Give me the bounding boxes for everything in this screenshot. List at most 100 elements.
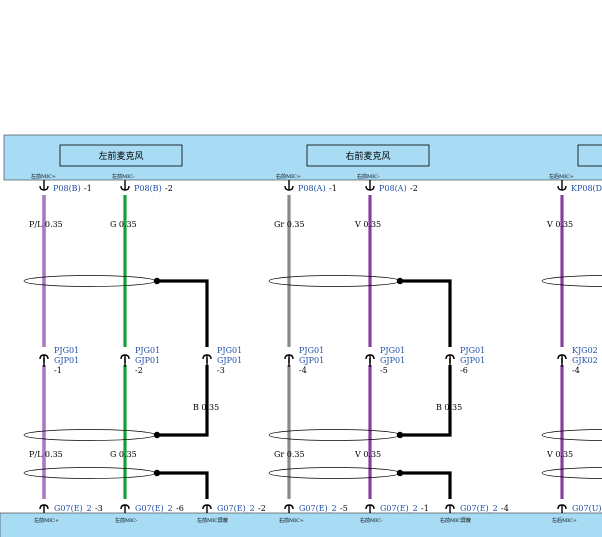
top-signal-label: 左前MIC+ bbox=[31, 173, 56, 180]
connector-symbol[interactable] bbox=[365, 504, 375, 513]
shield-oval bbox=[268, 467, 401, 479]
connector-symbol[interactable] bbox=[39, 180, 49, 191]
wire-spec-label-bottom: P/L 0.35 bbox=[29, 450, 63, 459]
mid-pin-number: -4 bbox=[572, 366, 580, 375]
shield-oval bbox=[23, 275, 156, 287]
bottom-pin-number: -5 bbox=[340, 504, 348, 513]
mid-connector-id-1: PJG01 bbox=[217, 346, 242, 355]
mid-pin-number: -3 bbox=[217, 366, 225, 375]
connector-symbol[interactable] bbox=[557, 504, 567, 513]
top-pin-number: -2 bbox=[165, 184, 173, 193]
bottom-signal-label: 左前MIC+ bbox=[34, 517, 59, 524]
top-connector-id: KP08(D bbox=[571, 184, 602, 193]
connector-symbol[interactable] bbox=[365, 180, 375, 191]
bottom-signal-label: 左前MIC- bbox=[115, 517, 138, 524]
bottom-connector-id: G07(E)_2 bbox=[217, 504, 255, 513]
mid-connector-id-1: PJG01 bbox=[380, 346, 405, 355]
shield-oval bbox=[541, 467, 602, 479]
shield-oval bbox=[268, 429, 401, 441]
bottom-pin-number: -6 bbox=[176, 504, 184, 513]
shield-junction-dot bbox=[153, 277, 161, 285]
mid-pin-number: -4 bbox=[299, 366, 307, 375]
bottom-signal-label: 右前MIC+ bbox=[279, 517, 304, 524]
top-signal-label: 左前MIC- bbox=[112, 173, 135, 180]
shield-groups bbox=[23, 275, 602, 479]
mid-connector-id-2: GJP01 bbox=[460, 356, 485, 365]
bottom-connector-id: G07(E)_2 bbox=[135, 504, 173, 513]
wire-spec-label: G 0.35 bbox=[110, 220, 137, 229]
top-pin-number: -1 bbox=[84, 184, 92, 193]
connector-symbol[interactable] bbox=[39, 504, 49, 513]
shield-oval bbox=[268, 275, 401, 287]
shield-oval bbox=[541, 275, 602, 287]
connector-symbol[interactable] bbox=[445, 504, 455, 513]
bottom-pin-number: -1 bbox=[421, 504, 429, 513]
top-signal-label: 右前MIC+ bbox=[276, 173, 301, 180]
mid-connector-id-2: GJP01 bbox=[217, 356, 242, 365]
mid-connector-id-1: KJG02 bbox=[572, 346, 598, 355]
bottom-connector-id: G07(E)_2 bbox=[460, 504, 498, 513]
wire-spec-label-bottom: G 0.35 bbox=[110, 450, 137, 459]
bottom-connector-id: G07(U)_ bbox=[572, 504, 602, 513]
connector-symbol[interactable] bbox=[557, 180, 567, 191]
top-pin-number: -2 bbox=[410, 184, 418, 193]
shield-drain-wire[interactable] bbox=[157, 279, 209, 347]
mid-connector-id-2: GJP01 bbox=[135, 356, 160, 365]
bottom-signal-label: 左前MIC屏蔽 bbox=[197, 517, 228, 524]
top-connector-id: P08(B) bbox=[134, 184, 162, 193]
bottom-signal-label: 右前MIC屏蔽 bbox=[440, 517, 471, 524]
connector-symbol[interactable] bbox=[202, 504, 212, 513]
component-label: 左前麦克风 bbox=[98, 150, 143, 162]
shield-drain-wire[interactable] bbox=[400, 471, 452, 499]
shield-oval bbox=[23, 467, 156, 479]
shield-drain-wire[interactable] bbox=[157, 471, 209, 499]
mid-pin-number: -2 bbox=[135, 366, 143, 375]
bottom-connector-id: G07(E)_2 bbox=[380, 504, 418, 513]
mid-connector-id-2: GJK02 bbox=[572, 356, 598, 365]
top-connector-id: P08(A) bbox=[379, 184, 407, 193]
shield-oval bbox=[541, 429, 602, 441]
wire-spec-label: B 0.35 bbox=[193, 403, 219, 412]
mid-connector-id-2: GJP01 bbox=[299, 356, 324, 365]
bottom-connector-band bbox=[0, 512, 602, 537]
bottom-signal-label: 左后MIC+ bbox=[552, 517, 577, 524]
wire-spec-label: B 0.35 bbox=[436, 403, 462, 412]
shield-oval bbox=[23, 429, 156, 441]
component-right-front-mic[interactable]: 右前麦克风 bbox=[306, 144, 430, 167]
bottom-connector-id: G07(E)_2 bbox=[299, 504, 337, 513]
connector-symbol[interactable] bbox=[284, 504, 294, 513]
shield-drain-wire[interactable] bbox=[400, 365, 452, 437]
bottom-pin-number: -3 bbox=[95, 504, 103, 513]
mid-pin-number: -5 bbox=[380, 366, 388, 375]
mid-connector-id-2: GJP01 bbox=[54, 356, 79, 365]
component-left-front-mic[interactable]: 左前麦克风 bbox=[59, 144, 183, 167]
top-connector-band bbox=[3, 134, 602, 181]
shield-junction-dot bbox=[153, 431, 161, 439]
wire-spec-label: V 0.35 bbox=[546, 220, 573, 229]
connector-symbol[interactable] bbox=[120, 180, 130, 191]
top-connector-id: P08(A) bbox=[298, 184, 326, 193]
bottom-signal-label: 右前MIC- bbox=[360, 517, 383, 524]
wire-spec-label: P/L 0.35 bbox=[29, 220, 63, 229]
top-connector-id: P08(B) bbox=[53, 184, 81, 193]
mid-pin-number: -1 bbox=[54, 366, 62, 375]
wire-spec-label-bottom: V 0.35 bbox=[546, 450, 573, 459]
wire-spec-label-bottom: Gr 0.35 bbox=[274, 450, 305, 459]
component-label: 右前麦克风 bbox=[345, 150, 390, 162]
top-signal-label: 右前MIC- bbox=[357, 173, 380, 180]
wire-spec-label: V 0.35 bbox=[354, 220, 381, 229]
top-signal-label: 左后MIC+ bbox=[549, 173, 574, 180]
component-rear-mic-partial[interactable] bbox=[577, 144, 602, 167]
top-pin-number: -1 bbox=[329, 184, 337, 193]
shield-drain-wire[interactable] bbox=[157, 365, 209, 437]
connector-symbol[interactable] bbox=[120, 504, 130, 513]
wire-spec-label-bottom: V 0.35 bbox=[354, 450, 381, 459]
wire-spec-label: Gr 0.35 bbox=[274, 220, 305, 229]
shield-drain-wire[interactable] bbox=[400, 279, 452, 347]
bottom-pin-number: -2 bbox=[258, 504, 266, 513]
mid-pin-number: -6 bbox=[460, 366, 468, 375]
shield-junction-dot bbox=[153, 469, 161, 477]
connector-symbol[interactable] bbox=[284, 180, 294, 191]
bottom-connector-id: G07(E)_2 bbox=[54, 504, 92, 513]
